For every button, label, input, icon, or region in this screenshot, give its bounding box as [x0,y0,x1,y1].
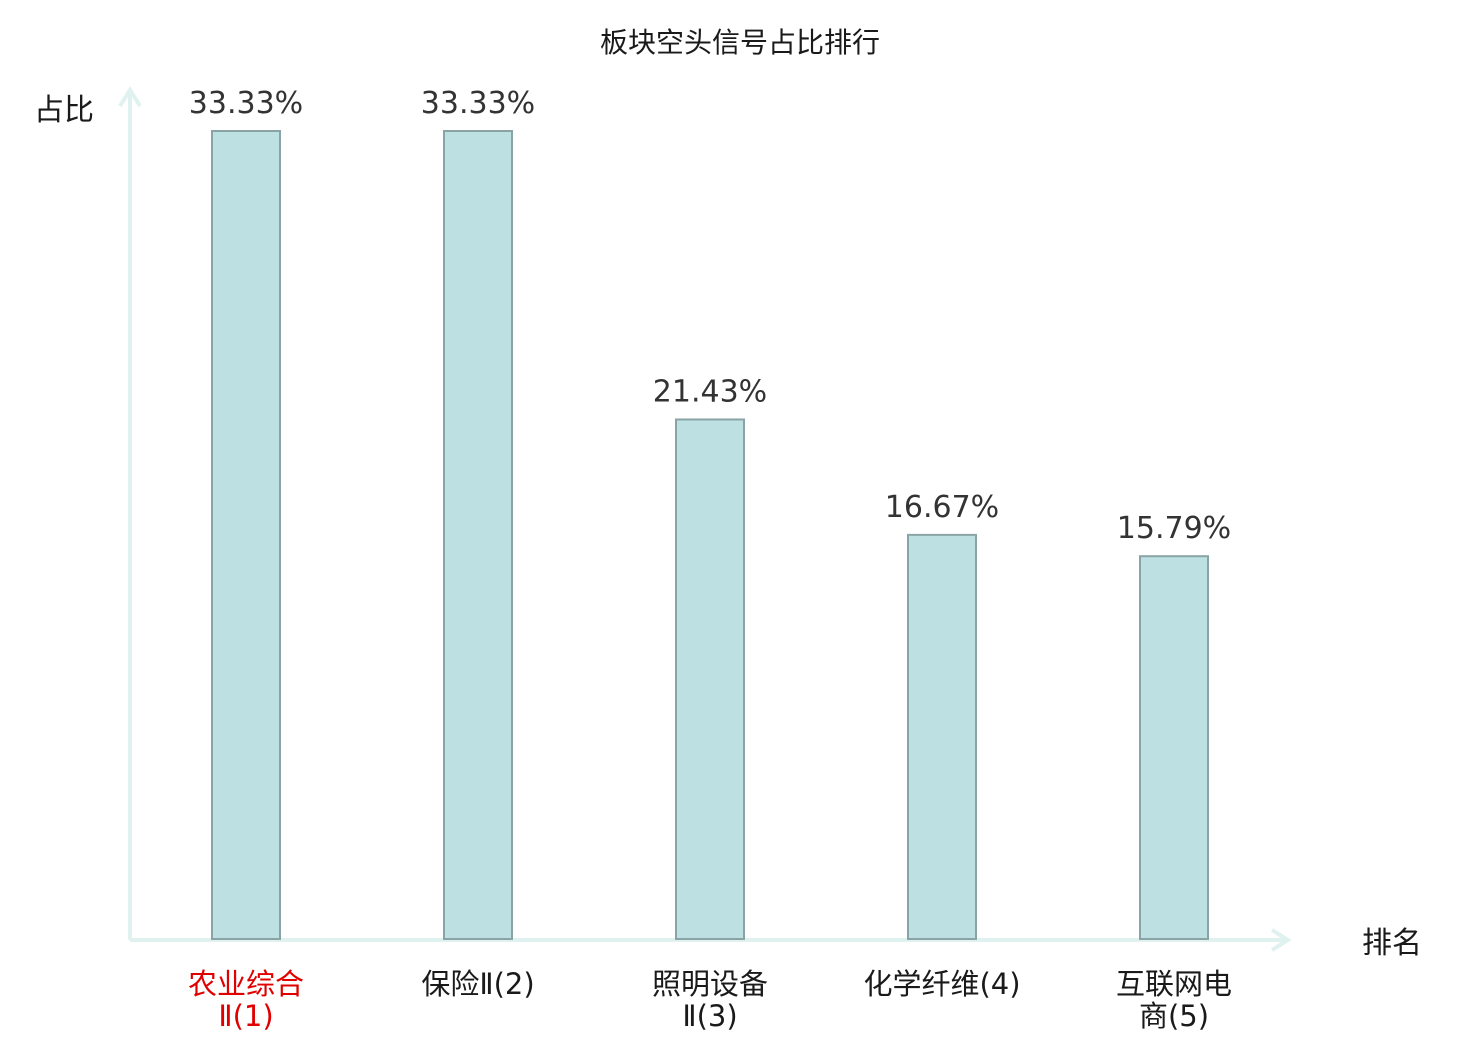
bar-value-label: 33.33% [189,86,303,121]
bar-series [211,130,1209,940]
bar-value-label: 15.79% [1117,511,1231,546]
value-labels: 33.33% 33.33% 21.43% 16.67% 15.79% [189,86,1231,546]
bar-value-label: 33.33% [421,86,535,121]
x-axis-arrow-icon [1270,928,1292,952]
bar [675,418,745,940]
y-axis-label: 占比 [34,93,94,128]
category-label: 农业综合 [188,967,304,1001]
y-axis-arrow-icon [118,86,142,108]
bar-value-label: 16.67% [885,490,999,525]
category-label: 照明设备 [652,967,768,1001]
bar [1139,555,1209,940]
category-label-line2: Ⅱ(1) [218,999,273,1033]
category-label: 保险Ⅱ(2) [421,967,534,1001]
category-label-line2: Ⅱ(3) [682,999,737,1033]
x-axis-label: 排名 [1362,926,1422,961]
category-label: 化学纤维(4) [863,967,1020,1001]
chart-title: 板块空头信号占比排行 [600,26,880,59]
category-label-line2: 商(5) [1139,999,1209,1033]
category-label: 互联网电 [1116,967,1232,1001]
bar [211,130,281,940]
bar-value-label: 21.43% [653,374,767,409]
bar [443,130,513,940]
bar [907,533,977,940]
